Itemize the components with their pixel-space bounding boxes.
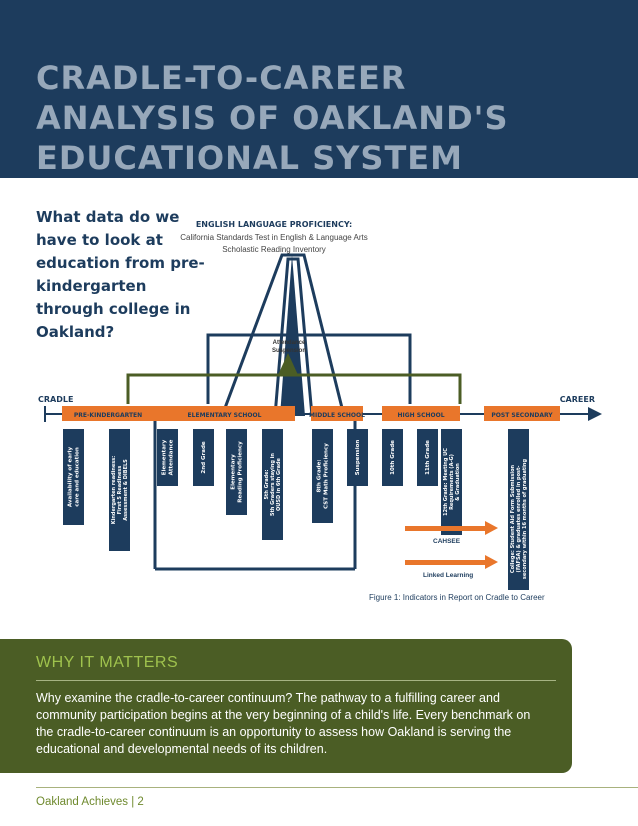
indicator-label: Availability of early bbox=[68, 446, 74, 507]
indicator-label: Elementary bbox=[162, 439, 168, 475]
cahsee-arrow-shaft bbox=[405, 526, 487, 531]
indicator-bar bbox=[441, 429, 462, 535]
indicator-bar bbox=[417, 429, 438, 486]
career-label: CAREER bbox=[560, 395, 595, 404]
indicator-label: Suspension bbox=[355, 440, 361, 476]
indicator-label: 12th Grade: Meeting UC bbox=[443, 448, 449, 516]
indicator-bar bbox=[63, 429, 84, 525]
indicator-label: & Graduation bbox=[455, 463, 461, 501]
indicator-label: First 5 Readiness bbox=[117, 466, 123, 515]
stage-label: ELEMENTARY SCHOOL bbox=[188, 412, 262, 419]
linked-learning-arrowhead bbox=[485, 555, 498, 569]
stage-label: PRE-KINDERGARTEN bbox=[74, 412, 142, 419]
intro-question: What data do we have to look at educatio… bbox=[36, 208, 205, 341]
indicator-label: Reading Proficiency bbox=[237, 441, 243, 503]
indicator-label: Requirements (A-G) bbox=[449, 454, 455, 510]
indicator-bar bbox=[347, 429, 368, 486]
linked-learning-arrow-shaft bbox=[405, 560, 487, 565]
navy-bracket bbox=[206, 333, 412, 404]
proficiency-title: ENGLISH LANGUAGE PROFICIENCY: bbox=[196, 220, 352, 229]
why-body: Why examine the cradle-to-career continu… bbox=[36, 691, 531, 756]
title-line-1: CRADLE-TO-CAREER bbox=[36, 59, 407, 97]
proficiency-line-1: California Standards Test in English & L… bbox=[180, 233, 368, 242]
linked-learning-label: Linked Learning bbox=[423, 572, 473, 579]
indicator-bar bbox=[157, 429, 178, 486]
indicator-bar bbox=[508, 429, 529, 590]
indicator-bar bbox=[312, 429, 333, 523]
indicator-label: 5th Graders staying in bbox=[270, 453, 276, 516]
stage-high-school bbox=[382, 406, 460, 421]
attendance-label: Attendance bbox=[273, 340, 306, 346]
indicator-label: secondary within 16 months of graduating bbox=[522, 459, 528, 580]
stage-label: HIGH SCHOOL bbox=[397, 412, 444, 419]
timeline-arrowhead bbox=[588, 407, 602, 421]
cahsee-arrowhead bbox=[485, 521, 498, 535]
stage-middle-school bbox=[311, 406, 363, 421]
why-title: WHY IT MATTERS bbox=[36, 654, 179, 671]
indicator-bar bbox=[193, 429, 214, 486]
indicator-label: College: Student Aid Form Submission bbox=[510, 464, 516, 573]
indicator-label: OUSD in 6th Grade bbox=[276, 457, 282, 511]
indicator-label: care and education bbox=[74, 447, 80, 507]
cradle-label: CRADLE bbox=[38, 395, 73, 404]
indicator-label: (FAFSA) & graduates enrolled in post- bbox=[516, 466, 522, 573]
english-proficiency-bracket bbox=[153, 253, 357, 571]
footer-page-label: Oakland Achieves | 2 bbox=[36, 796, 144, 808]
indicator-label: 10th Grade bbox=[390, 440, 396, 475]
indicator-label: CST Math Proficiency bbox=[323, 443, 329, 509]
indicator-label: 8th Grade: bbox=[317, 459, 323, 492]
indicator-label: 5th Grade: bbox=[264, 469, 270, 499]
footer-rule bbox=[36, 787, 638, 788]
title-line-2: ANALYSIS OF OAKLAND'S bbox=[36, 99, 509, 137]
stage-pre-kindergarten bbox=[62, 406, 154, 421]
why-it-matters-box bbox=[0, 639, 572, 773]
attendance-peak bbox=[278, 353, 298, 375]
figure-caption: Figure 1: Indicators in Report on Cradle… bbox=[369, 593, 545, 602]
cradle-to-career-diagram: ENGLISH LANGUAGE PROFICIENCY: California… bbox=[38, 220, 602, 590]
indicator-label: 2nd Grade bbox=[201, 441, 207, 473]
stage-label: POST SECONDARY bbox=[491, 412, 553, 419]
page-title: CRADLE-TO-CAREER ANALYSIS OF OAKLAND'S E… bbox=[36, 58, 508, 178]
stage-label: MIDDLE SCHOOL bbox=[309, 412, 365, 419]
indicator-label: 11th Grade bbox=[425, 440, 431, 475]
indicator-bar bbox=[226, 429, 247, 515]
indicator-bar bbox=[262, 429, 283, 540]
indicator-label: Elementary bbox=[231, 454, 237, 490]
indicator-label: Assessment & DIBELS bbox=[123, 459, 129, 521]
indicator-bar bbox=[382, 429, 403, 486]
header-banner bbox=[0, 0, 638, 178]
title-line-3: EDUCATIONAL SYSTEM bbox=[36, 139, 463, 177]
cahsee-label: CAHSEE bbox=[433, 538, 461, 545]
why-divider bbox=[36, 680, 556, 681]
proficiency-line-2: Scholastic Reading Inventory bbox=[222, 245, 326, 254]
indicator-label: Kindergarten readiness: bbox=[111, 456, 117, 525]
stage-post-secondary bbox=[484, 406, 560, 421]
suspension-label: Suspension bbox=[272, 348, 306, 354]
indicator-label: Attendance bbox=[168, 439, 174, 475]
indicator-bar bbox=[109, 429, 130, 551]
stage-elementary-school bbox=[154, 406, 295, 421]
